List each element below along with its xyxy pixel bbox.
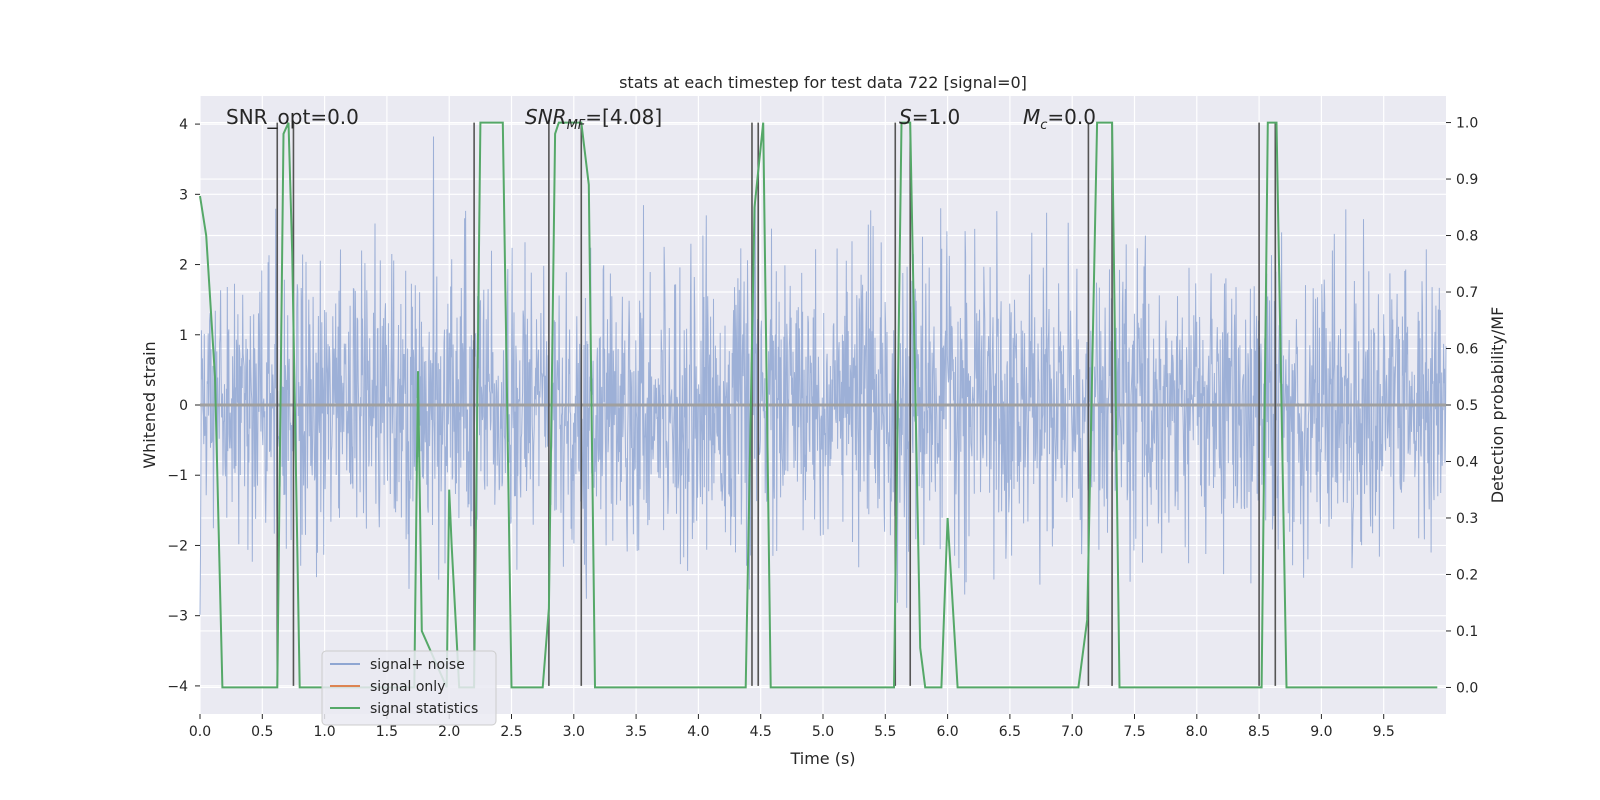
x-tick-label-19: 9.5 xyxy=(1373,724,1395,740)
x-tick-label-12: 6.0 xyxy=(936,724,958,740)
y2-tick-label-5: 0.5 xyxy=(1456,398,1478,414)
x-tick-label-17: 8.5 xyxy=(1248,724,1270,740)
y2-tick-label-4: 0.6 xyxy=(1456,342,1478,358)
y2-tick-label-0: 1.0 xyxy=(1456,116,1478,132)
annotation-snr-mf: SNRMF=[4.08] xyxy=(525,105,662,133)
x-axis-ticks: 0.0 0.5 1.0 1.5 2.0 2.5 3.0 3.5 4.0 4.5 5.0 5.5 6.0 6… xyxy=(189,714,1395,740)
annotation-snr-opt: SNR_opt=0.0 xyxy=(226,105,359,129)
y-tick-label-6: −2 xyxy=(167,538,188,554)
series-signal-noise xyxy=(199,136,1447,615)
x-tick-label-18: 9.0 xyxy=(1310,724,1332,740)
vertical-markers xyxy=(276,122,1277,686)
signal-statistics-line xyxy=(199,121,1438,689)
y2-tick-label-10: 0.0 xyxy=(1456,680,1478,696)
x-tick-label-16: 8.0 xyxy=(1186,724,1208,740)
y-tick-label-8: −4 xyxy=(167,679,188,695)
x-tick-label-11: 5.5 xyxy=(874,724,896,740)
y2-tick-label-9: 0.1 xyxy=(1456,624,1478,640)
annotations: SNR_opt=0.0 SNRMF=[4.08] S=1.0 Mc=0.0 xyxy=(226,105,1096,133)
chart-title: stats at each timestep for test data 722… xyxy=(619,73,1027,92)
annotation-s: S=1.0 xyxy=(899,105,960,129)
legend-label-signal-noise: signal+ noise xyxy=(370,657,465,673)
x-tick-label-7: 3.5 xyxy=(625,724,647,740)
legend-label-signal-only: signal only xyxy=(370,679,445,695)
y-tick-label-2: 2 xyxy=(179,258,188,274)
y-axis-ticks-left: 4 3 2 1 0 −1 −2 −3 −4 xyxy=(167,117,200,695)
y-tick-label-1: 3 xyxy=(179,187,188,203)
x-tick-label-0: 0.0 xyxy=(189,724,211,740)
y-axis-label-left: Whitened strain xyxy=(140,341,159,468)
x-tick-label-2: 1.0 xyxy=(313,724,335,740)
y2-tick-label-3: 0.7 xyxy=(1456,285,1478,301)
legend-box xyxy=(321,650,497,726)
series-signal-statistics xyxy=(199,121,1438,689)
x-tick-label-3: 1.5 xyxy=(376,724,398,740)
x-tick-label-6: 3.0 xyxy=(563,724,585,740)
legend-label-signal-statistics: signal statistics xyxy=(370,701,478,717)
legend: signal+ noise signal only signal statist… xyxy=(321,650,497,726)
y-axis-ticks-right: 1.0 0.9 0.8 0.7 0.6 0.5 0.4 0.3 0.2 0.1 0.0 xyxy=(1446,116,1478,696)
x-tick-label-9: 4.5 xyxy=(750,724,772,740)
y2-tick-label-6: 0.4 xyxy=(1456,454,1478,470)
signal-noise-line xyxy=(199,136,1447,615)
x-tick-label-10: 5.0 xyxy=(812,724,834,740)
y2-tick-label-7: 0.3 xyxy=(1456,511,1478,527)
y-tick-label-5: −1 xyxy=(167,468,188,484)
x-tick-label-4: 2.0 xyxy=(438,724,460,740)
x-tick-label-14: 7.0 xyxy=(1061,724,1083,740)
y2-tick-label-1: 0.9 xyxy=(1456,172,1478,188)
y-tick-label-7: −3 xyxy=(167,609,188,625)
y-tick-label-3: 1 xyxy=(179,328,188,344)
x-axis-label: Time (s) xyxy=(789,749,855,768)
y-tick-label-0: 4 xyxy=(179,117,188,133)
y-tick-label-4: 0 xyxy=(179,398,188,414)
y2-tick-label-2: 0.8 xyxy=(1456,229,1478,245)
y2-tick-label-8: 0.2 xyxy=(1456,567,1478,583)
x-tick-label-8: 4.0 xyxy=(687,724,709,740)
y-axis-label-right: Detection probability/MF xyxy=(1488,307,1507,504)
x-tick-label-15: 7.5 xyxy=(1123,724,1145,740)
annotation-mc: Mc=0.0 xyxy=(1023,105,1096,133)
x-tick-label-5: 2.5 xyxy=(500,724,522,740)
x-tick-label-13: 6.5 xyxy=(999,724,1021,740)
x-tick-label-1: 0.5 xyxy=(251,724,273,740)
